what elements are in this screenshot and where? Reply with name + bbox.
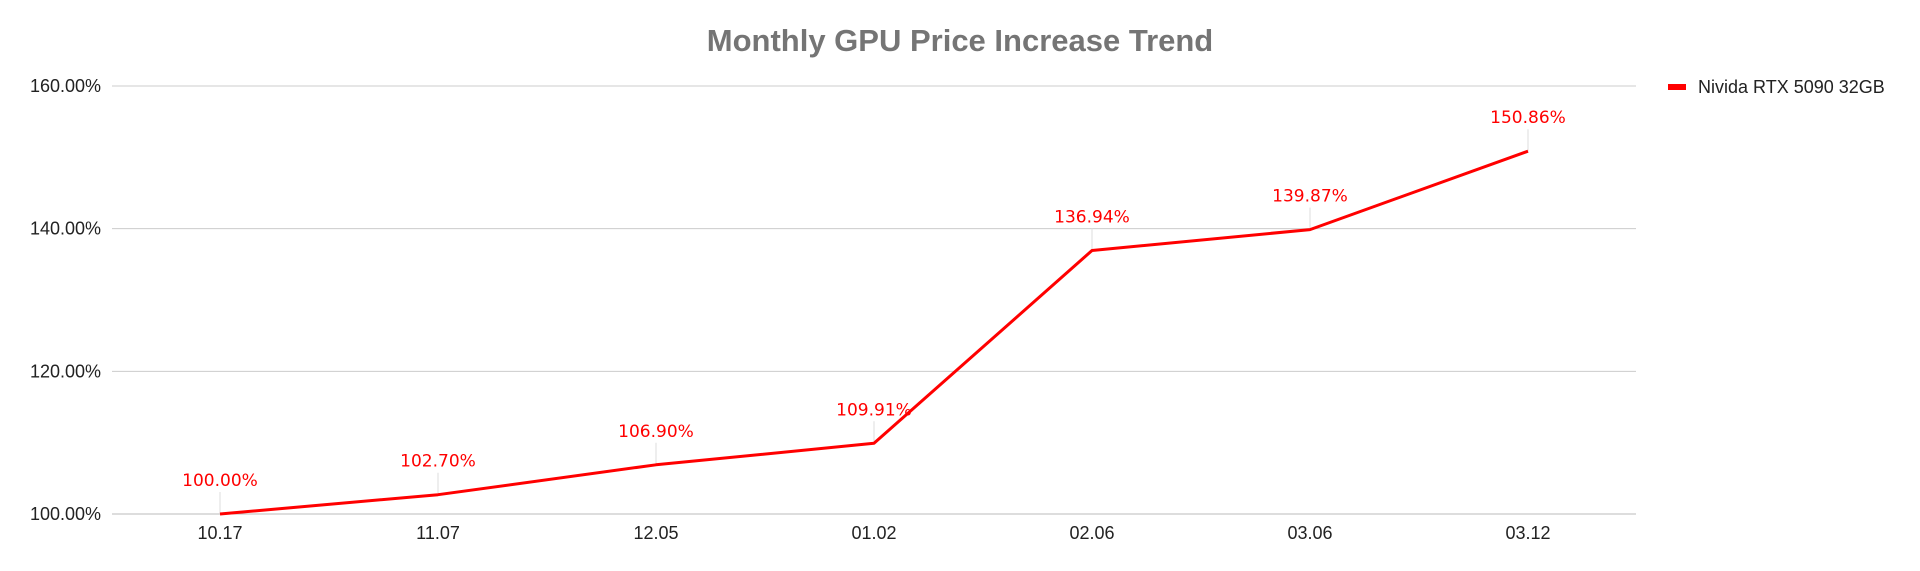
data-label: 100.00% xyxy=(182,471,258,491)
x-tick-label: 03.06 xyxy=(1287,523,1332,543)
legend: Nivida RTX 5090 32GB xyxy=(1668,77,1885,97)
chart-title: Monthly GPU Price Increase Trend xyxy=(707,23,1214,58)
x-tick-label: 01.02 xyxy=(851,523,896,543)
data-label: 109.91% xyxy=(836,400,912,420)
y-tick-label: 100.00% xyxy=(30,504,101,524)
gridlines xyxy=(112,85,1636,515)
x-tick-label: 11.07 xyxy=(416,523,460,543)
data-label: 139.87% xyxy=(1272,187,1348,207)
x-tick-label: 03.12 xyxy=(1505,523,1550,543)
y-tick-label: 140.00% xyxy=(30,219,101,239)
data-label: 150.86% xyxy=(1490,108,1566,128)
x-tick-label: 02.06 xyxy=(1069,523,1114,543)
data-labels: 100.00% 102.70% 106.90% 109.91% 136.94% 139.8… xyxy=(182,108,1566,491)
data-label-leaders xyxy=(219,129,1529,514)
series-line xyxy=(219,149,1529,516)
x-axis-ticks: 10.17 11.07 12.05 01.02 02.06 03.06 03.12 xyxy=(197,523,1550,543)
x-tick-label: 10.17 xyxy=(197,523,242,543)
y-axis-ticks: 100.00% 120.00% 140.00% 160.00% xyxy=(30,76,101,524)
data-label: 102.70% xyxy=(400,452,476,472)
legend-swatch xyxy=(1668,84,1686,90)
x-tick-label: 12.05 xyxy=(633,523,678,543)
y-tick-label: 160.00% xyxy=(30,76,101,96)
series-lines xyxy=(219,149,1529,516)
y-tick-label: 120.00% xyxy=(30,361,101,381)
data-label: 136.94% xyxy=(1054,207,1130,227)
data-label: 106.90% xyxy=(618,422,694,442)
legend-label: Nivida RTX 5090 32GB xyxy=(1698,77,1885,97)
